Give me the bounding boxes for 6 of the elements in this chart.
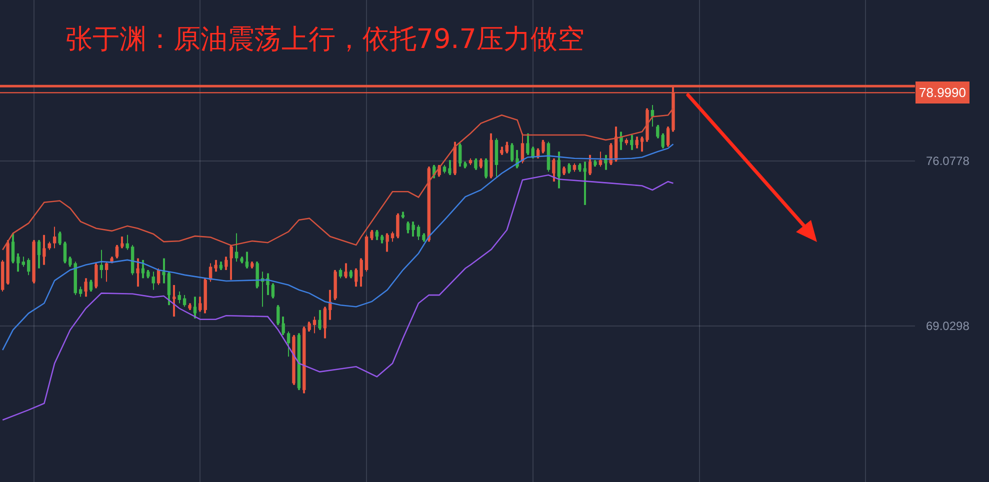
y-tick-label: 69.0298 — [926, 319, 970, 334]
line-series — [2, 174, 674, 421]
line-series — [2, 143, 674, 351]
text: 张于渊：原油震荡上行，依托79.7压力做空 — [65, 24, 584, 55]
y-tick-label: 76.0778 — [926, 154, 970, 168]
ref-line-label: 78.9990 — [919, 85, 966, 100]
